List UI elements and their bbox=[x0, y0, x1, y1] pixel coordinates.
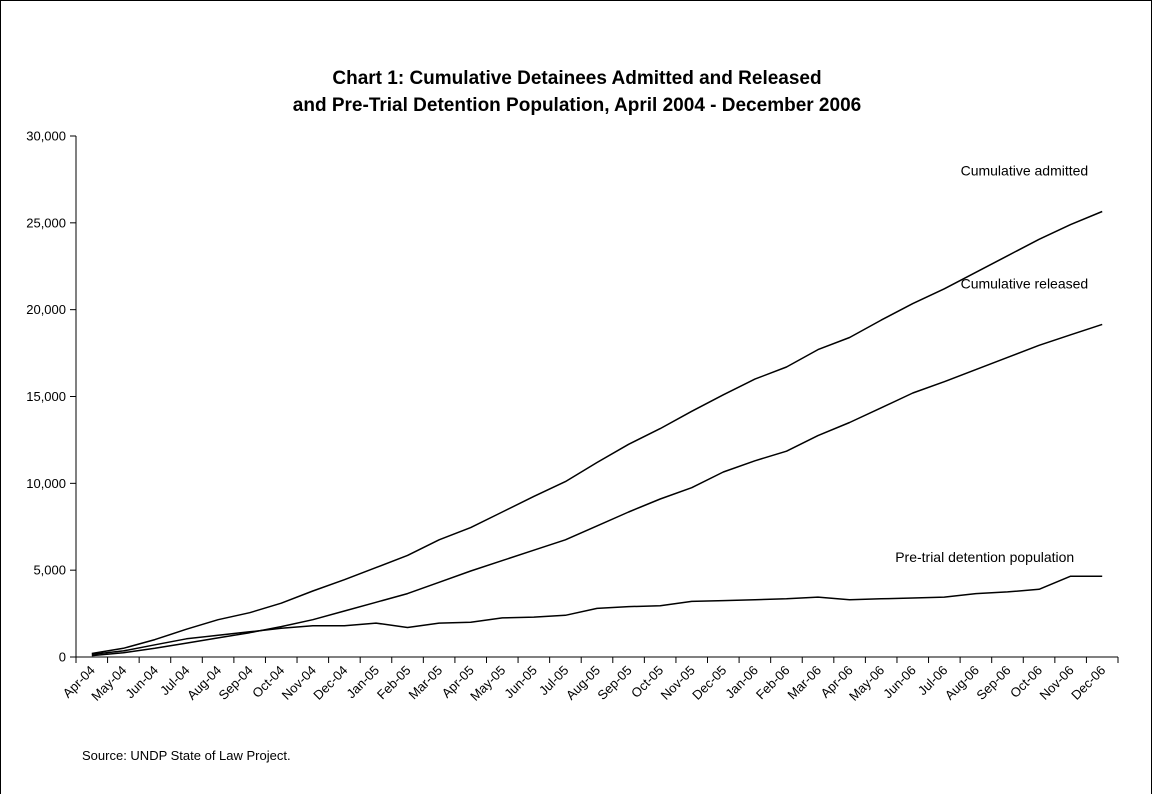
x-tick-label: Jun-06 bbox=[880, 663, 919, 702]
x-tick-label: Aug-04 bbox=[184, 663, 224, 703]
x-tick-label: Jan-06 bbox=[722, 663, 761, 702]
source-note: Source: UNDP State of Law Project. bbox=[82, 748, 291, 763]
chart-title-line-1: Chart 1: Cumulative Detainees Admitted a… bbox=[332, 68, 821, 89]
x-tick-label: Feb-05 bbox=[374, 663, 414, 703]
series-line-pretrial-population bbox=[91, 575, 1103, 656]
axes bbox=[75, 136, 1118, 658]
series-lines bbox=[91, 210, 1103, 657]
x-tick-label: Aug-06 bbox=[942, 663, 982, 703]
x-tick-label: May-06 bbox=[846, 663, 887, 704]
annotation-pretrial-population: Pre-trial detention population bbox=[895, 549, 1074, 565]
y-ticks: 0 5,000 10,000 15,000 20,000 25,000 30,000 bbox=[26, 129, 76, 665]
x-tick-label: Sep-04 bbox=[216, 663, 256, 703]
y-tick-label: 5,000 bbox=[33, 563, 66, 578]
y-tick-label: 10,000 bbox=[26, 476, 66, 491]
x-tick-label: Sep-05 bbox=[594, 663, 634, 703]
x-tick-label: Sep-06 bbox=[973, 663, 1013, 703]
x-tick-label: Mar-05 bbox=[406, 663, 446, 703]
x-tick-label: Nov-06 bbox=[1037, 663, 1077, 703]
x-tick-label: Jan-05 bbox=[343, 663, 382, 702]
x-tick-label: Nov-04 bbox=[279, 663, 319, 703]
y-tick-label: 20,000 bbox=[26, 302, 66, 317]
x-tick-label: Jun-05 bbox=[501, 663, 540, 702]
annotation-cumulative-admitted: Cumulative admitted bbox=[961, 163, 1089, 179]
x-tick-label: Dec-06 bbox=[1068, 663, 1108, 703]
x-tick-label: Nov-05 bbox=[658, 663, 698, 703]
x-tick-label: Aug-05 bbox=[563, 663, 603, 703]
y-tick-label: 30,000 bbox=[26, 129, 66, 144]
x-tick-label: May-04 bbox=[88, 663, 129, 704]
series-line-cumulative-released bbox=[91, 323, 1103, 657]
x-tick-label: Dec-05 bbox=[689, 663, 729, 703]
series-annotations: Cumulative admitted Cumulative released Pr… bbox=[895, 163, 1088, 566]
x-tick-label: Feb-06 bbox=[753, 663, 793, 703]
x-tick-label: Jun-04 bbox=[122, 663, 161, 702]
x-ticks: Apr-04May-04Jun-04Jul-04Aug-04Sep-04Oct-… bbox=[60, 657, 1119, 704]
y-tick-label: 0 bbox=[59, 650, 66, 665]
series-line-cumulative-admitted bbox=[91, 210, 1103, 655]
x-tick-label: Dec-04 bbox=[310, 663, 350, 703]
chart-title-line-2: and Pre-Trial Detention Population, Apri… bbox=[293, 95, 861, 116]
y-tick-label: 15,000 bbox=[26, 389, 66, 404]
y-tick-label: 25,000 bbox=[26, 215, 66, 230]
annotation-cumulative-released: Cumulative released bbox=[961, 275, 1089, 291]
x-tick-label: Mar-06 bbox=[784, 663, 824, 703]
x-tick-label: May-05 bbox=[467, 663, 508, 704]
